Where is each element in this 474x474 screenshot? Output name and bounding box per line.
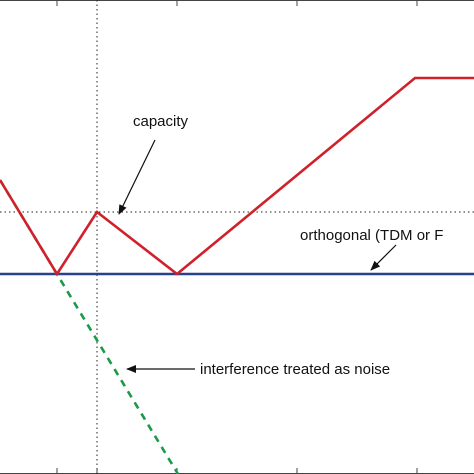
annotation-arrow: [118, 139, 156, 215]
annotations: capacity orthogonal (TDM or F interference…: [118, 113, 443, 378]
annotation-label: capacity: [133, 113, 189, 130]
series-line-capacity: [0, 76, 474, 277]
series-group: [0, 76, 474, 474]
annotation-label: orthogonal (TDM or F: [300, 227, 443, 244]
annotation-label: interference treated as noise: [200, 361, 390, 378]
annotation-arrow: [370, 244, 397, 271]
